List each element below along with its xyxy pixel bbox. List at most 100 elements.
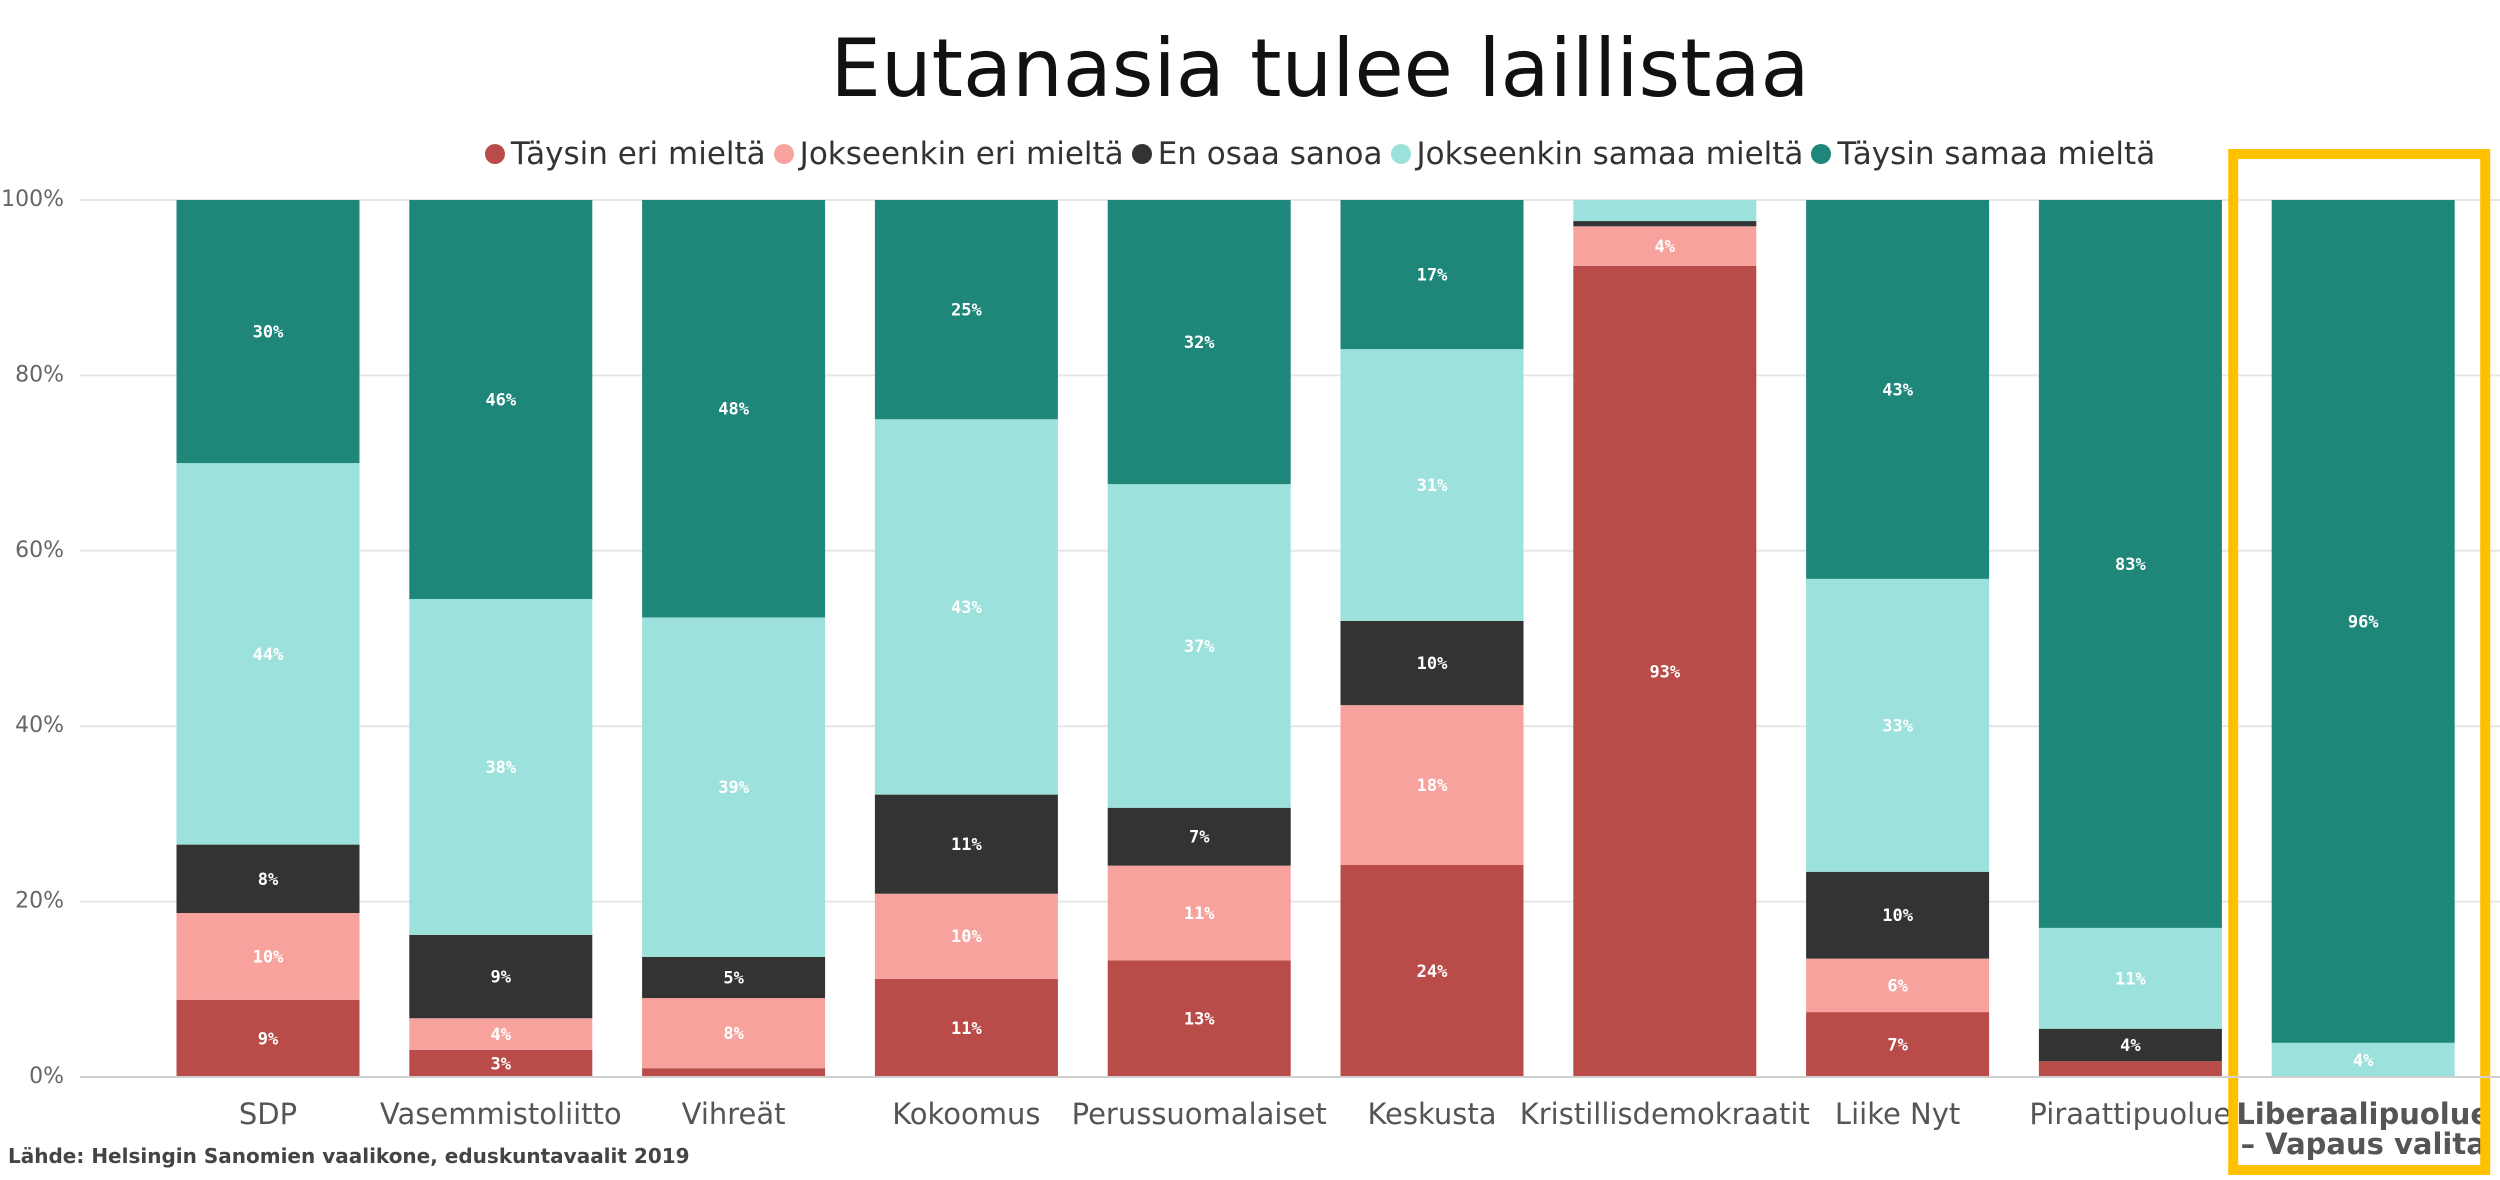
x-tick-label: Piraattipuolue <box>2029 1097 2231 1131</box>
data-label: 7% <box>1189 828 1210 848</box>
data-label: 4% <box>491 1025 512 1045</box>
bar-segment <box>176 999 360 1077</box>
bar-segment <box>1107 960 1291 1077</box>
bar-segment <box>874 978 1058 1077</box>
x-tick-label: Kristillisdemokraatit <box>1520 1097 1810 1131</box>
data-label: 39% <box>718 778 749 798</box>
x-tick-label: Vasemmistoliitto <box>380 1097 622 1131</box>
data-label: 25% <box>951 301 982 321</box>
bar-segment <box>874 893 1058 979</box>
bar-segment <box>1107 484 1291 808</box>
legend-swatch <box>773 144 794 164</box>
legend-label: Jokseenkin eri mieltä <box>799 136 1124 172</box>
data-label: 96% <box>2348 612 2379 632</box>
bar-segment <box>1573 221 1757 227</box>
bar-segment <box>642 1068 826 1077</box>
bar-segment <box>2271 200 2455 1043</box>
bar-segment <box>1806 200 1990 579</box>
data-label: 17% <box>1417 266 1448 286</box>
y-tick-label: 0% <box>29 1064 64 1089</box>
data-label: 8% <box>723 1024 744 1044</box>
bar-segment <box>176 913 360 1000</box>
data-label: 9% <box>491 968 512 988</box>
bar-segment <box>1806 1012 1990 1077</box>
x-tick-label: Liike Nyt <box>1835 1097 1960 1131</box>
data-label: 4% <box>2353 1051 2374 1071</box>
data-label: 11% <box>1184 904 1215 924</box>
bar-segment <box>1340 349 1524 621</box>
data-label: 6% <box>1887 976 1908 996</box>
legend-swatch <box>1811 144 1832 164</box>
x-tick-label: Liberaalipuolue – Vapaus valita <box>2236 1097 2490 1161</box>
x-tick-label-line: Liberaalipuolue <box>2236 1097 2490 1131</box>
legend-label: Täysin eri mieltä <box>510 136 766 172</box>
data-label: 10% <box>951 927 982 947</box>
legend-item-5[interactable]: Täysin samaa mieltä <box>1811 136 2155 172</box>
bar-segment <box>409 1049 593 1077</box>
bar-segment <box>874 794 1058 894</box>
data-label: 46% <box>485 391 516 411</box>
data-label: 83% <box>2115 555 2146 575</box>
bar-segment <box>2038 200 2222 928</box>
bar-segment <box>642 956 826 999</box>
data-label: 8% <box>258 870 279 890</box>
data-label: 93% <box>1649 662 1680 682</box>
source-note: Lähde: Helsingin Sanomien vaalikone, edu… <box>8 1144 690 1168</box>
x-tick-label-line: – Vapaus valita <box>2241 1127 2486 1161</box>
bar-segment <box>874 419 1058 795</box>
data-label: 9% <box>258 1029 279 1049</box>
legend-label: En osaa sanoa <box>1157 136 1383 172</box>
bar-segment <box>1573 226 1757 266</box>
data-label: 13% <box>1184 1010 1215 1030</box>
legend-item-4[interactable]: Jokseenkin samaa mieltä <box>1390 136 1803 172</box>
x-tick-label: Perussuomalaiset <box>1072 1097 1327 1131</box>
y-tick-label: 20% <box>15 889 64 914</box>
x-tick-label: Kokoomus <box>892 1097 1040 1131</box>
data-label: 48% <box>718 400 749 420</box>
data-label: 32% <box>1184 333 1215 353</box>
legend: Täysin eri mieltä Jokseenkin eri mieltä En… <box>0 136 2500 172</box>
legend-item-1[interactable]: Täysin eri mieltä <box>484 136 766 172</box>
bar-segment <box>874 200 1058 420</box>
x-tick-label: Vihreät <box>682 1097 786 1131</box>
bar-segment <box>642 617 826 957</box>
chart-title: Eutanasia tulee laillistaa <box>830 22 1810 115</box>
data-label: 24% <box>1417 962 1448 982</box>
data-label: 31% <box>1417 476 1448 496</box>
bar-segment <box>2271 1042 2455 1077</box>
y-tick-label: 60% <box>15 538 64 563</box>
legend-label: Täysin samaa mieltä <box>1837 136 2156 172</box>
data-label: 4% <box>1655 237 1676 257</box>
x-tick-label: SDP <box>239 1097 297 1131</box>
x-tick-label: Keskusta <box>1367 1097 1496 1131</box>
bar-segment <box>1806 578 1990 872</box>
bar-segment <box>1340 200 1524 350</box>
bar-segment <box>1340 620 1524 706</box>
data-label: 37% <box>1184 637 1215 657</box>
bar-segment <box>409 934 593 1019</box>
data-label: 43% <box>1882 380 1913 400</box>
bar-segment <box>409 1018 593 1050</box>
legend-item-3[interactable]: En osaa sanoa <box>1131 136 1383 172</box>
data-label: 44% <box>253 645 284 665</box>
data-label: 10% <box>1417 654 1448 674</box>
legend-swatch <box>484 144 505 164</box>
y-tick-label: 100% <box>1 187 64 212</box>
legend-item-2[interactable]: Jokseenkin eri mieltä <box>773 136 1124 172</box>
bar-segment <box>2038 1061 2222 1077</box>
bar-segment <box>1806 958 1990 1013</box>
highlight-box <box>2228 149 2491 1175</box>
bar-segment <box>2038 927 2222 1029</box>
data-label: 10% <box>1882 906 1913 926</box>
data-label: 11% <box>951 1019 982 1039</box>
y-tick-label: 40% <box>15 713 64 738</box>
data-label: 10% <box>253 947 284 967</box>
bar-segment <box>1340 864 1524 1077</box>
bar-segment <box>642 998 826 1069</box>
y-tick-label: 80% <box>15 362 64 387</box>
bar-segment <box>176 200 360 464</box>
bar-segment <box>1340 705 1524 865</box>
bar-segment <box>1806 871 1990 959</box>
bar-segment <box>1107 807 1291 866</box>
